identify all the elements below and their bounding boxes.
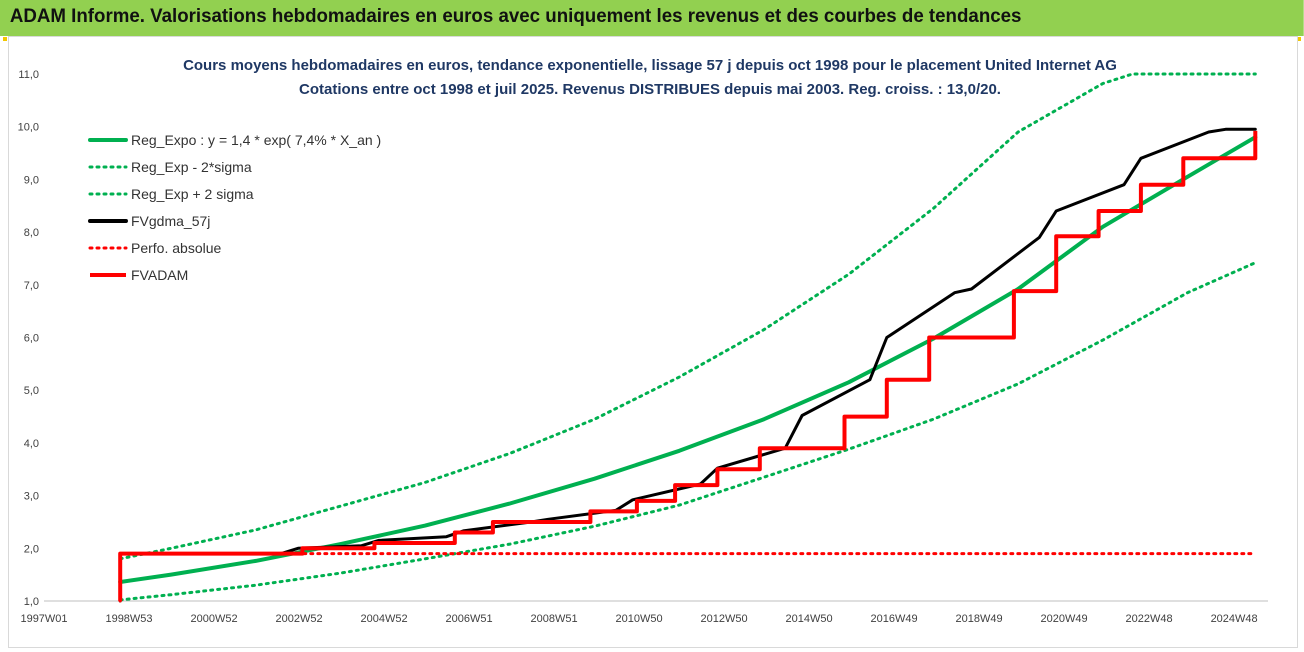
x-tick-label: 1997W01: [20, 613, 67, 625]
series-line-reg-exp-2-sigma: [118, 72, 1257, 561]
x-tick-label: 1998W53: [105, 613, 152, 625]
y-tick-label: 9,0: [24, 174, 39, 186]
corner-marker: [1297, 37, 1301, 41]
x-tick-label: 2024W48: [1211, 613, 1258, 625]
series-line-reg-expo-y-1-4-exp-7-4-x-an: [118, 135, 1258, 584]
series-line-reg-exp-2-sigma: [118, 261, 1257, 602]
legend-label: Reg_Expo : y = 1,4 * exp( 7,4% * X_an ): [131, 132, 381, 148]
x-tick-label: 2014W50: [786, 613, 833, 625]
x-tick-label: 2002W52: [275, 613, 322, 625]
y-tick-label: 6,0: [24, 333, 39, 345]
series-line-fvgdma-57j: [118, 127, 1257, 603]
legend: Reg_Expo : y = 1,4 * exp( 7,4% * X_an ) R…: [88, 132, 381, 283]
y-tick-label: 10,0: [18, 122, 39, 134]
y-tick-label: 1,0: [24, 596, 39, 608]
chart-frame: [8, 36, 1298, 648]
legend-label: FVgdma_57j: [131, 213, 210, 229]
x-tick-label: 2004W52: [360, 613, 407, 625]
series-line-fvadam: [118, 130, 1258, 601]
x-tick-label: 2012W50: [701, 613, 748, 625]
x-tick-label: 2006W51: [445, 613, 492, 625]
x-tick-label: 2008W51: [531, 613, 578, 625]
legend-label: FVADAM: [131, 267, 188, 283]
chart-title: Cours moyens hebdomadaires en euros, ten…: [183, 57, 1117, 74]
series-line-perfo-absolue: [118, 552, 1257, 603]
y-tick-label: 4,0: [24, 438, 39, 450]
report-title-banner: ADAM Informe. Valorisations hebdomadaire…: [0, 0, 1304, 36]
chart-subtitle: Cotations entre oct 1998 et juil 2025. R…: [299, 81, 1001, 98]
legend-label: Reg_Exp + 2 sigma: [131, 186, 254, 202]
y-tick-label: 5,0: [24, 385, 39, 397]
axes: 1,0 2,0 3,0 4,0 5,0 6,0 7,0 8,0 9,0 10,0 11,0 1997W…: [18, 69, 1268, 625]
y-tick-label: 7,0: [24, 280, 39, 292]
x-tick-label: 2016W49: [871, 613, 918, 625]
x-tick-label: 2010W50: [616, 613, 663, 625]
y-tick-label: 11,0: [18, 69, 39, 81]
legend-label: Perfo. absolue: [131, 240, 221, 256]
x-tick-label: 2020W49: [1041, 613, 1088, 625]
x-tick-label: 2018W49: [956, 613, 1003, 625]
y-tick-label: 8,0: [24, 227, 39, 239]
x-tick-label: 2000W52: [190, 613, 237, 625]
legend-label: Reg_Exp - 2*sigma: [131, 159, 252, 175]
plot-area: [118, 72, 1258, 603]
y-tick-label: 2,0: [24, 543, 39, 555]
y-tick-label: 3,0: [24, 491, 39, 503]
x-tick-label: 2022W48: [1126, 613, 1173, 625]
corner-marker: [3, 37, 7, 41]
